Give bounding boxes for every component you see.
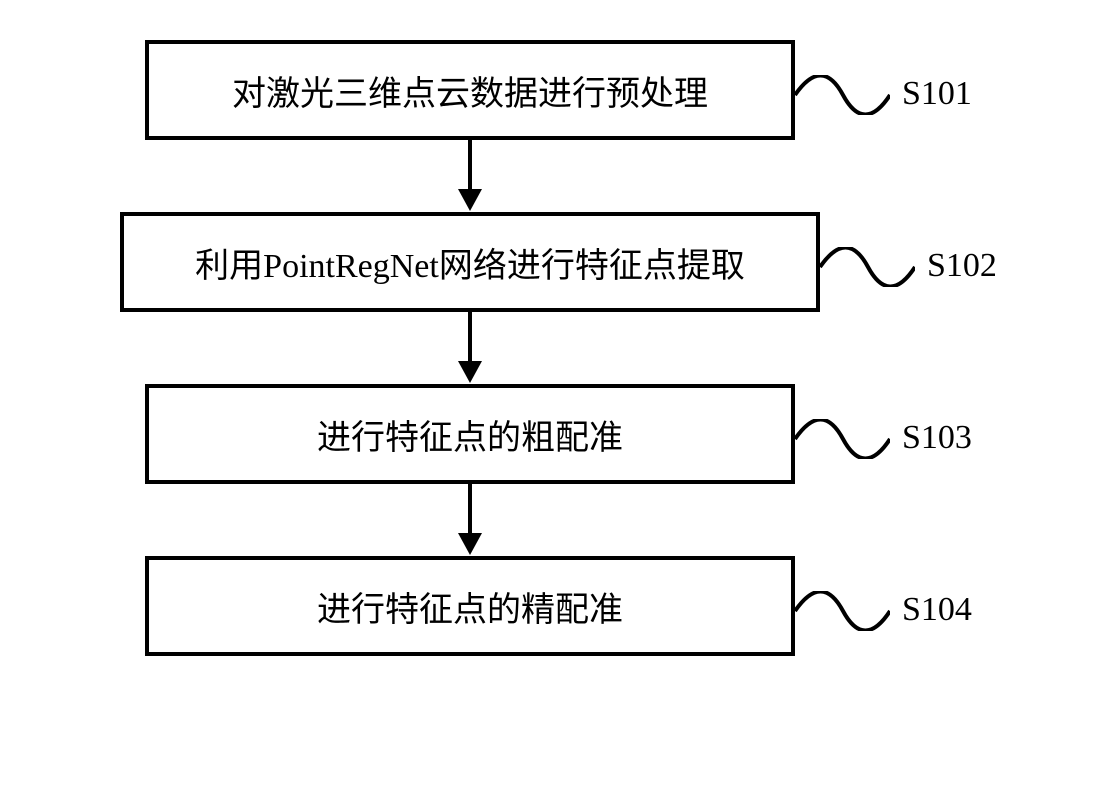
flowchart-box-text: 对激光三维点云数据进行预处理	[232, 66, 708, 115]
flowchart-step-s101: 对激光三维点云数据进行预处理 S101	[120, 40, 990, 140]
flowchart-box-s104: 进行特征点的精配准	[145, 556, 795, 656]
flowchart-arrow	[120, 484, 820, 556]
flowchart-box-s102: 利用PointRegNet网络进行特征点提取	[120, 212, 820, 312]
flowchart-box-text: 进行特征点的精配准	[317, 582, 623, 631]
flowchart-arrow	[120, 140, 820, 212]
flowchart-arrow	[120, 312, 820, 384]
wave-connector-icon	[795, 75, 890, 115]
wave-connector-icon	[820, 247, 915, 287]
flowchart-box-s101: 对激光三维点云数据进行预处理	[145, 40, 795, 140]
flowchart-box-text: 进行特征点的粗配准	[317, 410, 623, 459]
flowchart-step-s103: 进行特征点的粗配准 S103	[120, 384, 990, 484]
flowchart-box-s103: 进行特征点的粗配准	[145, 384, 795, 484]
flowchart-step-label: S102	[927, 247, 997, 285]
flowchart-step-s102: 利用PointRegNet网络进行特征点提取 S102	[120, 212, 990, 312]
flowchart-step-label: S103	[902, 419, 972, 457]
flowchart-step-s104: 进行特征点的精配准 S104	[120, 556, 990, 656]
flowchart-step-label: S104	[902, 591, 972, 629]
flowchart-container: 对激光三维点云数据进行预处理 S101 利用PointRegNet网络进行特征点…	[120, 40, 990, 656]
wave-connector-icon	[795, 591, 890, 631]
wave-connector-icon	[795, 419, 890, 459]
flowchart-step-label: S101	[902, 75, 972, 113]
flowchart-box-text: 利用PointRegNet网络进行特征点提取	[195, 238, 745, 287]
